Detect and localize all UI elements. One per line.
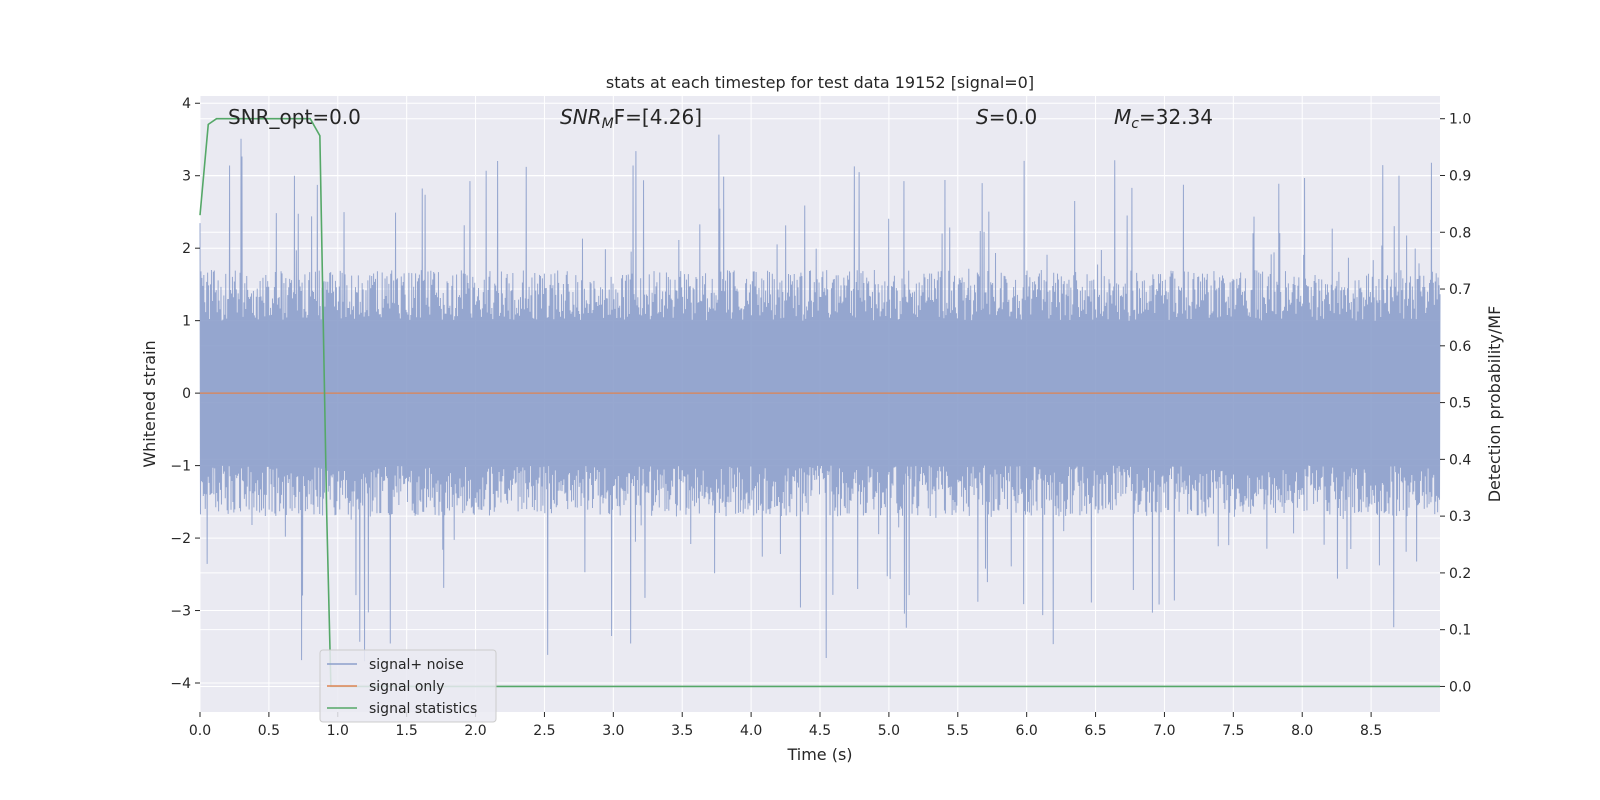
y-axis-ticks: 4 3 2 1 0 −1 −2 −3 −4 (170, 96, 200, 692)
y-tick-label: 4 (182, 96, 191, 112)
y2-tick-label: 0.5 (1449, 396, 1471, 412)
x-tick-label: 2.5 (533, 723, 555, 739)
annotation-s-stat: S=0.0 (976, 105, 1037, 129)
x-tick-label: 0.5 (258, 723, 280, 739)
x-tick-label: 7.5 (1222, 723, 1244, 739)
x-tick-label: 3.5 (671, 723, 693, 739)
y2-tick-label: 0.0 (1449, 679, 1471, 695)
x-tick-label: 4.0 (740, 723, 762, 739)
y-tick-label: 2 (182, 241, 191, 257)
y-axis-label: Whitened strain (140, 340, 159, 467)
signal-noise-line (199, 134, 1441, 662)
y-tick-label: 3 (182, 169, 191, 185)
y2-tick-label: 0.8 (1449, 225, 1471, 241)
annotation-snr-mf: SNRMF=[4.26] (560, 105, 702, 132)
y2-axis-label: Detection probability/MF (1485, 306, 1504, 503)
x-tick-label: 1.0 (327, 723, 349, 739)
x-tick-label: 6.0 (1016, 723, 1038, 739)
y2-tick-label: 0.1 (1449, 623, 1471, 639)
x-tick-label: 5.5 (947, 723, 969, 739)
chart-title: stats at each timestep for test data 191… (606, 73, 1034, 92)
signal-noise-series (199, 134, 1441, 662)
x-tick-label: 1.5 (396, 723, 418, 739)
annotation-snr-opt: SNR_opt=0.0 (228, 105, 361, 129)
x-tick-label: 0.0 (189, 723, 211, 739)
annotations: SNR_opt=0.0 SNRMF=[4.26] S=0.0 Mc=32.34 (228, 105, 1213, 132)
y2-tick-label: 0.3 (1449, 509, 1471, 525)
legend-label-signal-statistics: signal statistics (369, 701, 477, 717)
x-tick-label: 7.0 (1153, 723, 1175, 739)
legend-label-signal-only: signal only (369, 679, 444, 695)
y2-tick-label: 0.2 (1449, 566, 1471, 582)
y2-tick-label: 0.7 (1449, 282, 1471, 298)
x-tick-label: 8.0 (1291, 723, 1313, 739)
y2-tick-label: 0.4 (1449, 452, 1471, 468)
y2-tick-label: 0.9 (1449, 168, 1471, 184)
y-tick-label: −3 (170, 604, 191, 620)
annotation-mc: Mc=32.34 (1114, 105, 1213, 132)
x-tick-label: 8.5 (1360, 723, 1382, 739)
legend-label-signal-noise: signal+ noise (369, 657, 464, 673)
y-tick-label: 1 (182, 314, 191, 330)
y2-tick-label: 1.0 (1449, 112, 1471, 128)
y2-tick-label: 0.6 (1449, 339, 1471, 355)
x-tick-label: 5.0 (878, 723, 900, 739)
y-tick-label: −1 (170, 459, 191, 475)
x-tick-label: 2.0 (464, 723, 486, 739)
x-axis-ticks: 0.0 0.5 1.0 1.5 2.0 2.5 3.0 3.5 4.0 4.5 5.0 5.5 6.0 6… (189, 712, 1382, 739)
x-tick-label: 4.5 (809, 723, 831, 739)
y-tick-label: 0 (182, 386, 191, 402)
legend-box (319, 649, 497, 723)
legend: signal+ noise signal only signal statist… (319, 649, 497, 723)
x-tick-label: 6.5 (1084, 723, 1106, 739)
y-tick-label: −4 (170, 676, 191, 692)
y2-axis-ticks: 1.0 0.9 0.8 0.7 0.6 0.5 0.4 0.3 0.2 0.1 0.0 (1440, 112, 1471, 695)
y-tick-label: −2 (170, 531, 191, 547)
x-tick-label: 3.0 (602, 723, 624, 739)
x-axis-label: Time (s) (786, 745, 852, 764)
